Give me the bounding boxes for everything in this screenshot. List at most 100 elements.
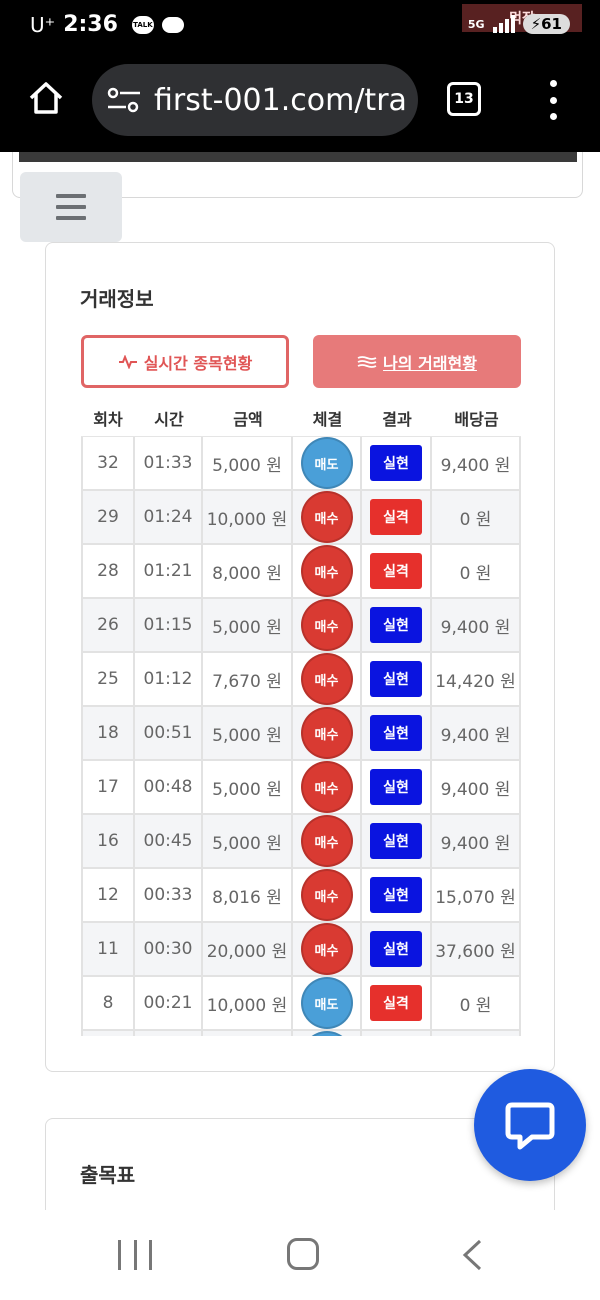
buy-badge: 매수: [300, 707, 353, 759]
waves-icon: [357, 355, 377, 368]
result-cell: 실현: [362, 923, 432, 975]
result-hit-badge: 실현: [370, 607, 422, 643]
result-cell: 실현: [362, 437, 432, 489]
time-cell: 00:33: [135, 869, 203, 921]
signal-icon: [492, 15, 515, 33]
result-hit-badge: 실현: [370, 931, 422, 967]
tabs-icon[interactable]: 13: [447, 82, 481, 116]
time-cell: [135, 1031, 203, 1036]
side-cell: 매도: [293, 437, 362, 489]
amount-cell: 7,670 원: [203, 653, 293, 705]
side-cell: 매수: [293, 599, 362, 651]
status-time: 2:36: [63, 12, 118, 37]
round-cell: 25: [81, 653, 135, 705]
round-cell: 28: [81, 545, 135, 597]
time-cell: 00:21: [135, 977, 203, 1029]
result-cell: 실현: [362, 599, 432, 651]
payout-cell: 0 원: [432, 545, 521, 597]
result-cell: 실현: [362, 761, 432, 813]
side-cell: [293, 1031, 362, 1036]
time-cell: 01:15: [135, 599, 203, 651]
side-cell: 매수: [293, 707, 362, 759]
payout-cell: 14,420 원: [432, 653, 521, 705]
payout-cell: 9,400 원: [432, 815, 521, 867]
back-icon[interactable]: [460, 1238, 484, 1272]
menu-icon[interactable]: [548, 80, 558, 120]
address-bar[interactable]: first-001.com/tra: [92, 64, 418, 136]
round-cell: 26: [81, 599, 135, 651]
chat-button[interactable]: [474, 1069, 586, 1181]
side-cell: 매수: [293, 545, 362, 597]
amount-cell: 8,016 원: [203, 869, 293, 921]
round-cell: 29: [81, 491, 135, 543]
kakaotalk-icon: TALK: [131, 15, 154, 34]
home-icon[interactable]: [26, 78, 66, 118]
amount-cell: [203, 1031, 293, 1036]
buy-badge: 매수: [300, 491, 353, 543]
time-cell: 01:12: [135, 653, 203, 705]
payout-cell: 0 원: [432, 491, 521, 543]
my-trades-button[interactable]: 나의 거래현황: [313, 335, 521, 388]
trade-table[interactable]: 32 01:33 5,000 원 매도 실현 9,400 원 29 01:24 10,000 원…: [81, 436, 521, 1036]
nav-home-icon[interactable]: [287, 1238, 319, 1270]
result-cell: 실현: [362, 869, 432, 921]
top-card-bar: [19, 152, 577, 162]
result-hit-badge: 실현: [370, 715, 422, 751]
payout-cell: 9,400 원: [432, 761, 521, 813]
round-cell: 17: [81, 761, 135, 813]
table-row: 18 00:51 5,000 원 매수 실현 9,400 원: [81, 707, 521, 761]
cloud-icon: [161, 16, 184, 33]
buy-badge: 매수: [300, 869, 353, 921]
side-cell: 매도: [293, 977, 362, 1029]
side-cell: 매수: [293, 815, 362, 867]
sell-badge: 매도: [300, 437, 353, 489]
hamburger-icon[interactable]: [20, 172, 122, 242]
time-cell: 01:24: [135, 491, 203, 543]
top-card: [12, 152, 583, 198]
recent-apps-icon[interactable]: [118, 1240, 152, 1270]
realtime-status-label: 실시간 종목현황: [143, 353, 253, 373]
column-header: 배당금: [454, 410, 499, 429]
sell-badge: 매도: [300, 977, 353, 1029]
carrier-label: U⁺: [30, 12, 56, 37]
amount-cell: 5,000 원: [203, 599, 293, 651]
payout-cell: 9,400 원: [432, 437, 521, 489]
result-cell: 실현: [362, 707, 432, 759]
round-cell: 8: [81, 977, 135, 1029]
result-hit-badge: 실현: [370, 769, 422, 805]
round-cell: 12: [81, 869, 135, 921]
side-cell: 매수: [293, 923, 362, 975]
result-hit-badge: 실현: [370, 661, 422, 697]
trade-info-card: 거래정보 실시간 종목현황 나의 거래현황 회차 시간 금액 체결 결과 배당금…: [45, 242, 555, 1072]
result-cell: [362, 1031, 432, 1036]
result-hit-badge: 실현: [370, 877, 422, 913]
realtime-status-button[interactable]: 실시간 종목현황: [81, 335, 289, 388]
results-card: 출목표: [45, 1118, 555, 1210]
buy-badge: 매수: [300, 599, 353, 651]
amount-cell: 10,000 원: [203, 491, 293, 543]
network-label: 5G: [467, 17, 485, 31]
buy-badge: 매수: [300, 545, 353, 597]
chat-icon: [505, 1102, 555, 1150]
time-cell: 00:48: [135, 761, 203, 813]
table-row: 29 01:24 10,000 원 매수 실격 0 원: [81, 491, 521, 545]
url-text[interactable]: first-001.com/tra: [154, 82, 407, 118]
table-row: 32 01:33 5,000 원 매도 실현 9,400 원: [81, 437, 521, 491]
result-cell: 실현: [362, 815, 432, 867]
tune-icon[interactable]: [106, 86, 142, 114]
side-cell: 매수: [293, 491, 362, 543]
result-miss-badge: 실격: [370, 985, 422, 1021]
amount-cell: 20,000 원: [203, 923, 293, 975]
sell-badge: [300, 1031, 353, 1036]
buy-badge: 매수: [300, 653, 353, 705]
result-cell: 실격: [362, 491, 432, 543]
amount-cell: 8,000 원: [203, 545, 293, 597]
round-cell: 11: [81, 923, 135, 975]
side-cell: 매수: [293, 761, 362, 813]
round-cell: 32: [81, 437, 135, 489]
amount-cell: 10,000 원: [203, 977, 293, 1029]
pulse-icon: [118, 354, 137, 369]
result-cell: 실격: [362, 977, 432, 1029]
page-content: 거래정보 실시간 종목현황 나의 거래현황 회차 시간 금액 체결 결과 배당금…: [0, 152, 600, 1210]
table-row: 17 00:48 5,000 원 매수 실현 9,400 원: [81, 761, 521, 815]
